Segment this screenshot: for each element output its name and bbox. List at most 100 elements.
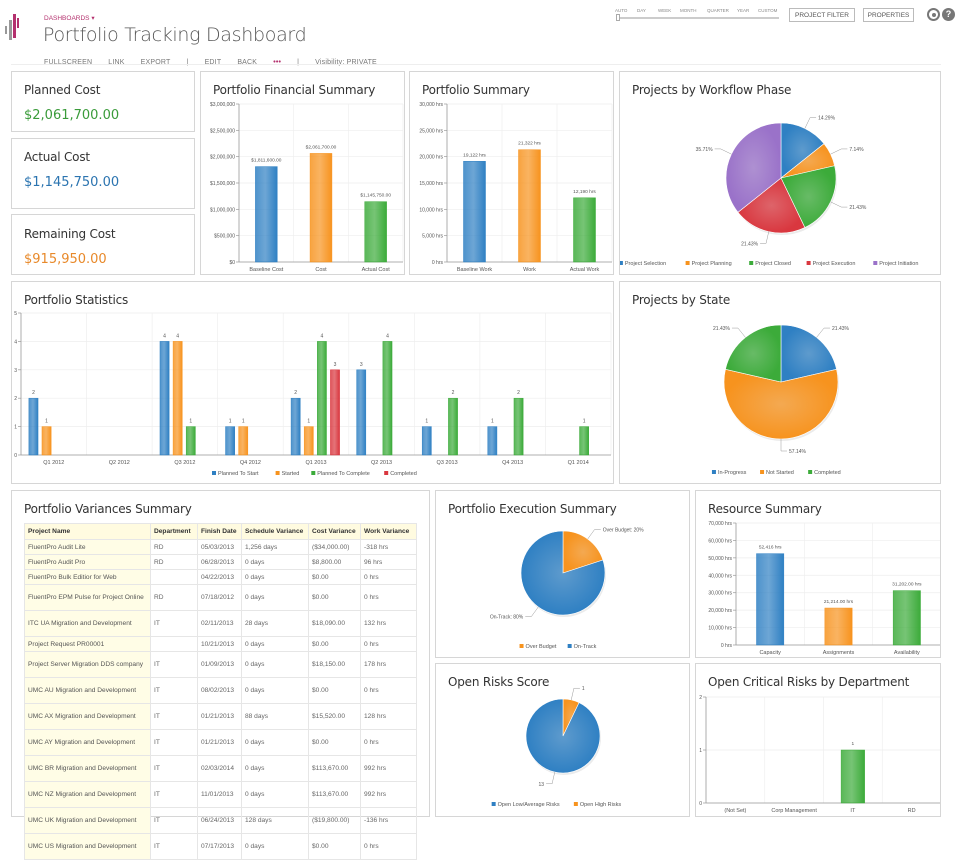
- slice-label: 1: [582, 686, 585, 692]
- y-tick-label: 40,000 hrs: [708, 573, 732, 579]
- project-filter-button[interactable]: PROJECT FILTER: [789, 8, 855, 22]
- link-link[interactable]: LINK: [108, 59, 125, 66]
- time-week[interactable]: WEEK: [658, 8, 672, 13]
- y-tick-label: 25,000 hrs: [419, 128, 443, 134]
- table-row[interactable]: FluentPro Bulk Editior for Web 04/22/2013…: [24, 569, 417, 585]
- bar: [382, 341, 393, 456]
- x-tick-label: Assignments: [823, 650, 855, 656]
- leader-line: [780, 439, 787, 452]
- table-row[interactable]: UMC AU Migration and Development IT 08/02/…: [24, 677, 417, 704]
- table-row[interactable]: FluentPro EPM Pulse for Project Online RD…: [24, 584, 417, 611]
- cost-variance: ($19,800.00): [308, 807, 361, 834]
- finish-date: 02/03/2014: [197, 755, 242, 782]
- cost-variance: $0.00: [308, 569, 361, 585]
- slider-handle[interactable]: [616, 14, 620, 21]
- bar: [364, 201, 387, 263]
- column-header[interactable]: Finish Date: [197, 523, 242, 540]
- x-tick-label: Actual Work: [570, 267, 600, 273]
- fullscreen-link[interactable]: FULLSCREEN: [44, 59, 93, 66]
- table-row[interactable]: UMC AX Migration and Development IT 01/21/…: [24, 703, 417, 730]
- y-tick-label: 1: [699, 748, 702, 754]
- edit-link[interactable]: EDIT: [204, 59, 222, 66]
- legend-label: Not Started: [766, 470, 794, 476]
- data-label: 1: [242, 419, 245, 425]
- cost-variance: $8,800.00: [308, 554, 361, 570]
- data-label: 12,190 hrs: [573, 189, 596, 195]
- data-label: 1: [491, 419, 494, 425]
- portfolio-statistics-panel: Portfolio Statistics 0 1 2 3 4 5 Q1 2012 Q2 2012…: [11, 281, 614, 484]
- legend-swatch: [491, 802, 496, 806]
- time-month[interactable]: MONTH: [680, 8, 697, 13]
- pie-slice: [780, 324, 837, 383]
- dashboards-nav[interactable]: DASHBOARDS ▾: [44, 14, 95, 22]
- bar: [892, 590, 921, 646]
- department: RD: [150, 539, 198, 555]
- export-link[interactable]: EXPORT: [140, 59, 171, 66]
- chart-canvas: 0 hrs 10,000 hrs 20,000 hrs 30,000 hrs 40,00…: [708, 521, 940, 656]
- more-icon[interactable]: •••: [273, 59, 282, 66]
- data-label: 4: [176, 333, 179, 339]
- time-quarter[interactable]: QUARTER: [707, 8, 729, 13]
- project-name: ITC UA Migration and Development: [24, 610, 151, 637]
- schedule-variance: 0 days: [241, 781, 309, 808]
- table-row[interactable]: UMC US Migration and Development IT 07/17/…: [24, 833, 417, 860]
- time-day[interactable]: DAY: [637, 8, 646, 13]
- work-variance: 0 hrs: [360, 729, 417, 756]
- time-year[interactable]: YEAR: [737, 8, 750, 13]
- schedule-variance: 28 days: [241, 610, 309, 637]
- properties-button[interactable]: PROPERTIES: [863, 8, 914, 22]
- y-tick-label: $2,000,000: [210, 155, 235, 161]
- finish-date: 01/21/2013: [197, 703, 242, 730]
- table-row[interactable]: UMC BR Migration and Development IT 02/03/…: [24, 755, 417, 782]
- legend-label: Project Selection: [625, 261, 666, 267]
- schedule-variance: 0 days: [241, 584, 309, 611]
- cost-variance: $0.00: [308, 636, 361, 652]
- leader-line: [804, 117, 817, 129]
- data-label: 1: [852, 741, 855, 747]
- department: RD: [150, 554, 198, 570]
- column-header[interactable]: Project Name: [24, 523, 151, 540]
- time-scale-slider[interactable]: AUTO DAY WEEK MONTH QUARTER YEAR CUSTOM: [615, 8, 780, 24]
- help-icon[interactable]: ?: [942, 8, 955, 21]
- bar: [573, 197, 596, 263]
- chart-canvas: 21.43% 57.14% 21.43% In-Progress Not Started…: [711, 324, 850, 476]
- legend-swatch: [685, 261, 690, 265]
- bar: [172, 341, 183, 456]
- legend-swatch: [873, 261, 878, 265]
- chart-canvas: 0 hrs 5,000 hrs 10,000 hrs 15,000 hrs 20,000…: [419, 102, 613, 273]
- y-tick-label: 1: [14, 425, 17, 431]
- slice-label: On-Track: 80%: [490, 615, 524, 621]
- time-auto[interactable]: AUTO: [615, 8, 628, 13]
- x-tick-label: Q3 2012: [174, 460, 195, 466]
- y-tick-label: $3,000,000: [210, 102, 235, 108]
- y-tick-label: 30,000 hrs: [708, 591, 732, 597]
- department: [150, 636, 198, 652]
- table-row[interactable]: FluentPro Audit Lite RD 05/03/2013 1,256 da…: [24, 539, 417, 555]
- column-header[interactable]: Department: [150, 523, 198, 540]
- time-custom[interactable]: CUSTOM: [758, 8, 778, 13]
- pie-slice: [725, 324, 782, 383]
- column-header[interactable]: Cost Variance: [308, 523, 361, 540]
- slice-label: 14.29%: [818, 116, 836, 122]
- table-row[interactable]: UMC AY Migration and Development IT 01/21/…: [24, 729, 417, 756]
- schedule-variance: 0 days: [241, 569, 309, 585]
- column-header[interactable]: Work Variance: [360, 523, 417, 540]
- y-tick-label: 20,000 hrs: [419, 155, 443, 161]
- data-label: 31,202.00 hrs: [892, 582, 922, 588]
- bar: [330, 369, 340, 456]
- y-tick-label: 3: [14, 368, 17, 374]
- slice-label: 21.43%: [832, 326, 850, 332]
- table-row[interactable]: UMC UK Migration and Development IT 06/24/…: [24, 807, 417, 834]
- back-link[interactable]: BACK: [237, 59, 258, 66]
- table-row[interactable]: ITC UA Migration and Development IT 02/11/…: [24, 610, 417, 637]
- table-row[interactable]: FluentPro Audit Pro RD 06/28/2013 0 days $8,…: [24, 554, 417, 570]
- legend-label: Project Closed: [755, 261, 791, 267]
- kpi-value: $915,950.00: [24, 252, 107, 267]
- y-tick-label: 2: [14, 396, 17, 402]
- table-row[interactable]: Project Request PR00001 10/21/2013 0 days $…: [24, 636, 417, 652]
- slice-label: Over Budget: 20%: [603, 527, 644, 533]
- column-header[interactable]: Schedule Variance: [241, 523, 309, 540]
- table-row[interactable]: UMC NZ Migration and Development IT 11/01/…: [24, 781, 417, 808]
- table-row[interactable]: Project Server Migration DDS company IT 01…: [24, 651, 417, 678]
- gear-icon[interactable]: [927, 8, 940, 21]
